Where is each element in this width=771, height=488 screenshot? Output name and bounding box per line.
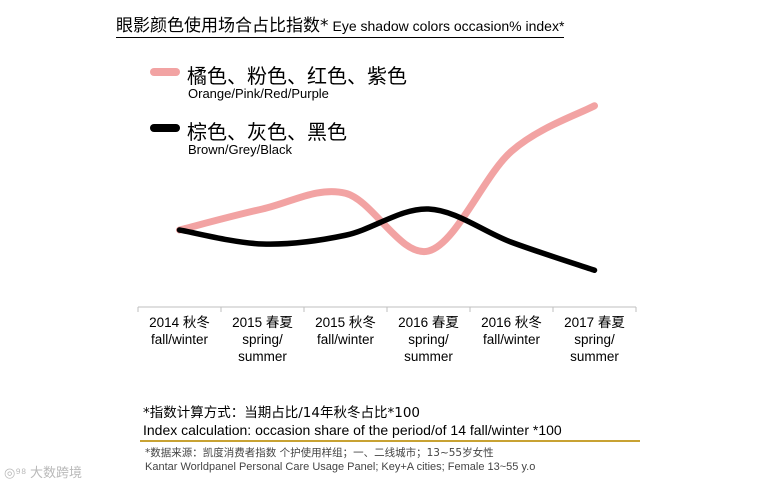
x-tick-label-line: fall/winter xyxy=(316,332,375,347)
x-tick-label-line: 2017 春夏 xyxy=(564,315,625,330)
chart-title: 眼影颜色使用场合占比指数* Eye shadow colors occasion%… xyxy=(116,11,565,38)
watermark-logo-icon: ◎⁹⁸ xyxy=(4,465,27,480)
legend-label-neutral-cn: 棕色、灰色、黑色 xyxy=(187,120,347,144)
watermark-text: 大数跨境 xyxy=(30,465,83,480)
x-tick-label-line: spring/ xyxy=(408,332,449,347)
x-tick-label-line: summer xyxy=(404,349,453,364)
legend-label-warm-cn: 橘色、粉色、红色、紫色 xyxy=(187,64,407,88)
x-tick-label-line: 2016 秋冬 xyxy=(481,315,542,330)
x-tick-label: 2016 秋冬 fall/winter xyxy=(470,314,554,348)
x-tick-label-line: fall/winter xyxy=(150,332,209,347)
x-tick-label-line: fall/winter xyxy=(482,332,541,347)
chart-title-en: Eye shadow colors occasion% index* xyxy=(332,18,565,34)
x-tick-label-line: 2014 秋冬 xyxy=(149,315,210,330)
x-tick-label: 2016 春夏 spring/summer xyxy=(387,314,471,365)
x-tick-label-line: spring/ xyxy=(574,332,615,347)
x-tick-label-line: spring/ xyxy=(242,332,283,347)
index-note-en: Index calculation: occasion share of the… xyxy=(143,422,562,438)
legend-swatch-neutral xyxy=(150,124,180,132)
watermark: ◎⁹⁸ 大数跨境 xyxy=(4,462,82,481)
legend-label-neutral-en: Brown/Grey/Black xyxy=(188,142,293,157)
source-note-en: Kantar Worldpanel Personal Care Usage Pa… xyxy=(145,461,536,473)
x-tick-label-line: summer xyxy=(238,349,287,364)
legend-swatch-warm xyxy=(150,68,180,76)
series-line-warm xyxy=(176,102,598,255)
x-tick-label-line: 2015 春夏 xyxy=(232,315,293,330)
index-note: *指数计算方式：当期占比/14年秋冬占比*100 Index calculati… xyxy=(143,405,562,439)
x-tick-label: 2017 春夏 spring/summer xyxy=(553,314,637,365)
series-line-neutral xyxy=(176,206,598,273)
x-tick-label: 2015 春夏 spring/summer xyxy=(221,314,305,365)
x-tick-label: 2014 秋冬 fall/winter xyxy=(138,314,222,348)
x-tick-label-line: 2015 秋冬 xyxy=(315,315,376,330)
index-note-cn: *指数计算方式：当期占比/14年秋冬占比*100 xyxy=(143,405,420,421)
chart-title-cn: 眼影颜色使用场合占比指数* xyxy=(116,16,329,36)
x-tick-label-line: 2016 春夏 xyxy=(398,315,459,330)
x-tick-label: 2015 秋冬 fall/winter xyxy=(304,314,388,348)
source-note-cn: *数据来源：凯度消费者指数 个护使用样组；一、二线城市；13~55岁女性 xyxy=(145,447,494,459)
source-note: *数据来源：凯度消费者指数 个护使用样组；一、二线城市；13~55岁女性 Kan… xyxy=(145,446,535,474)
x-tick-label-line: summer xyxy=(570,349,619,364)
divider-rule xyxy=(140,440,640,442)
legend-label-warm-en: Orange/Pink/Red/Purple xyxy=(188,86,329,101)
